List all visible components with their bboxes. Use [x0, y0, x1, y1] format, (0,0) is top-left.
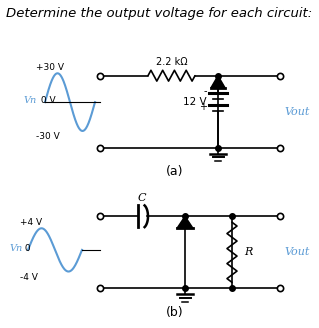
Text: (a): (a) — [166, 165, 184, 178]
Text: Vout: Vout — [284, 107, 309, 117]
Text: Vn: Vn — [23, 96, 36, 105]
Text: 12 V: 12 V — [183, 96, 207, 107]
Text: -4 V: -4 V — [20, 273, 38, 282]
Text: 0: 0 — [22, 244, 31, 253]
Text: 2.2 kΩ: 2.2 kΩ — [156, 57, 187, 67]
Text: Vout: Vout — [284, 247, 309, 257]
Text: -30 V: -30 V — [36, 132, 60, 141]
Text: +: + — [199, 102, 207, 112]
Text: 0 V: 0 V — [38, 96, 56, 105]
Polygon shape — [211, 76, 225, 88]
Text: +30 V: +30 V — [36, 63, 64, 72]
Polygon shape — [177, 216, 193, 228]
Text: +4 V: +4 V — [20, 218, 42, 227]
Text: Determine the output voltage for each circuit:: Determine the output voltage for each ci… — [6, 7, 312, 20]
Text: Vn: Vn — [10, 244, 23, 253]
Text: C: C — [138, 193, 146, 203]
Text: R: R — [244, 247, 252, 257]
Text: (b): (b) — [166, 306, 184, 319]
Text: -: - — [204, 86, 207, 96]
